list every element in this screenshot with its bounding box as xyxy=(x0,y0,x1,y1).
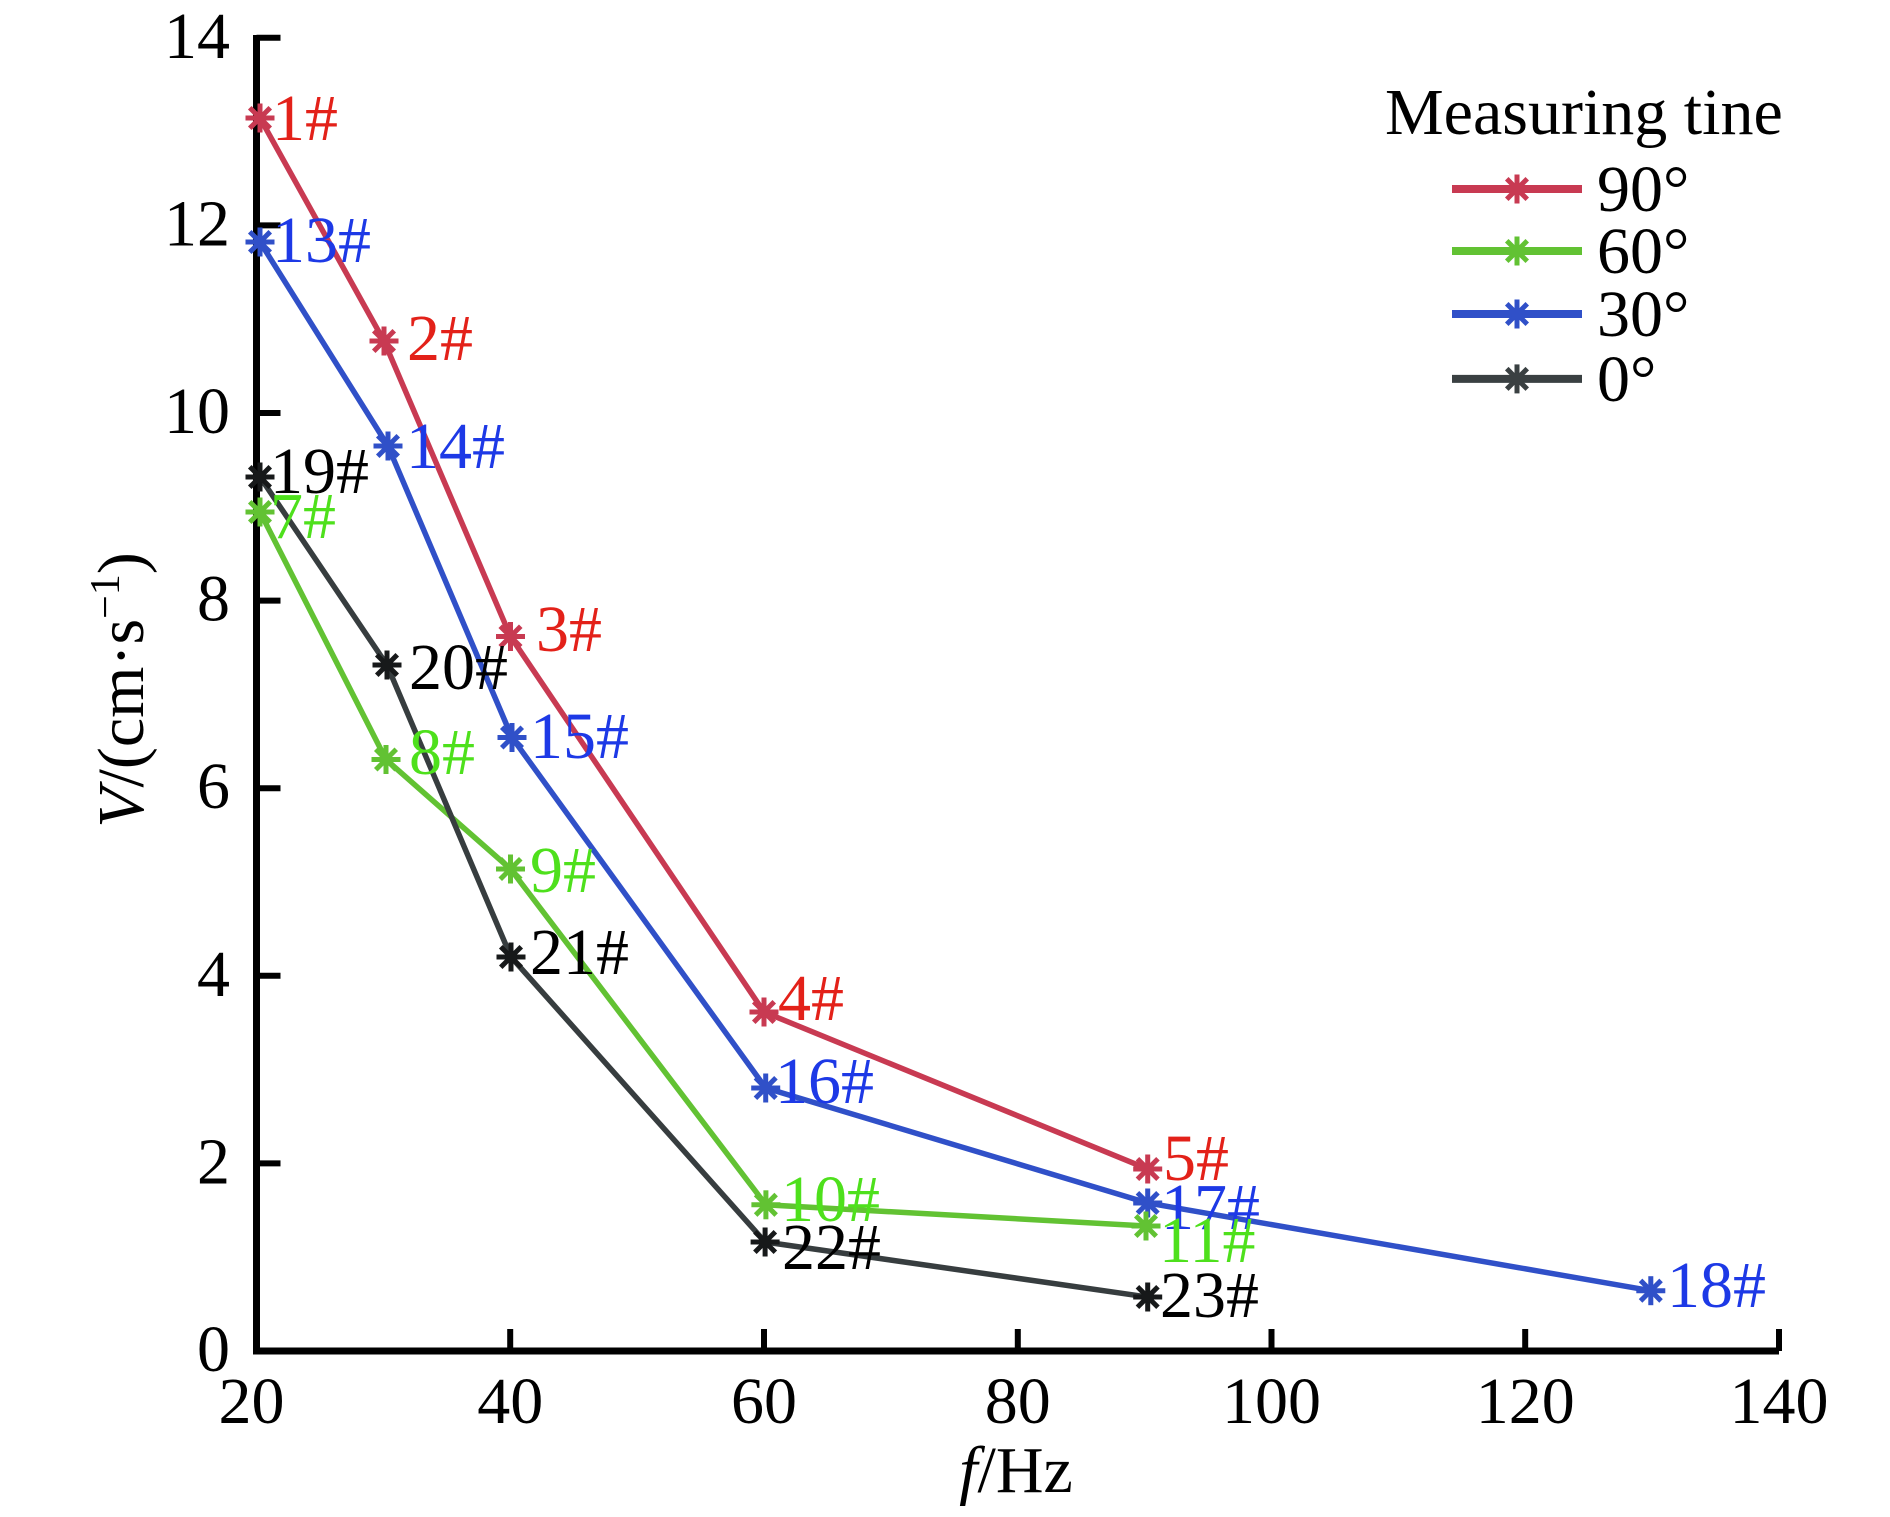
svg-text:6: 6 xyxy=(197,750,230,823)
svg-text:13#: 13# xyxy=(272,204,371,277)
svg-text:9#: 9# xyxy=(530,834,596,907)
svg-text:20#: 20# xyxy=(409,631,508,704)
svg-text:16#: 16# xyxy=(775,1045,874,1118)
svg-text:100: 100 xyxy=(1222,1365,1321,1438)
svg-text:17#: 17# xyxy=(1161,1171,1260,1244)
svg-text:18#: 18# xyxy=(1667,1249,1766,1322)
svg-text:90°: 90° xyxy=(1597,153,1689,226)
svg-text:12: 12 xyxy=(164,187,230,260)
svg-text:60°: 60° xyxy=(1597,215,1689,288)
svg-text:15#: 15# xyxy=(530,700,629,773)
svg-text:30°: 30° xyxy=(1597,278,1689,351)
svg-text:21#: 21# xyxy=(530,916,629,989)
svg-text:10: 10 xyxy=(164,375,230,448)
svg-text:14#: 14# xyxy=(406,410,505,483)
svg-text:60: 60 xyxy=(731,1365,797,1438)
svg-text:23#: 23# xyxy=(1160,1259,1259,1332)
svg-text:2: 2 xyxy=(197,1125,230,1198)
svg-text:4: 4 xyxy=(197,938,230,1011)
svg-text:8: 8 xyxy=(197,563,230,636)
svg-text:0°: 0° xyxy=(1597,343,1656,416)
svg-text:11#: 11# xyxy=(1159,1204,1256,1277)
svg-text:40: 40 xyxy=(477,1365,543,1438)
svg-text:10#: 10# xyxy=(781,1163,880,1236)
svg-text:1#: 1# xyxy=(272,82,338,155)
svg-text:Measuring tine: Measuring tine xyxy=(1385,76,1783,149)
svg-text:140: 140 xyxy=(1730,1365,1829,1438)
svg-text:14: 14 xyxy=(164,0,230,73)
svg-text:8#: 8# xyxy=(409,716,475,789)
svg-text:120: 120 xyxy=(1476,1365,1575,1438)
svg-text:19#: 19# xyxy=(270,435,369,508)
svg-text:3#: 3# xyxy=(536,593,602,666)
svg-text:7#: 7# xyxy=(270,480,336,553)
svg-text:2#: 2# xyxy=(407,302,473,375)
svg-text:20: 20 xyxy=(219,1365,285,1438)
svg-text:f/Hz: f/Hz xyxy=(959,1434,1073,1507)
svg-text:4#: 4# xyxy=(778,962,844,1035)
svg-text:5#: 5# xyxy=(1163,1122,1229,1195)
svg-text:0: 0 xyxy=(197,1313,230,1386)
svg-text:22#: 22# xyxy=(782,1211,881,1284)
svg-text:80: 80 xyxy=(985,1365,1051,1438)
